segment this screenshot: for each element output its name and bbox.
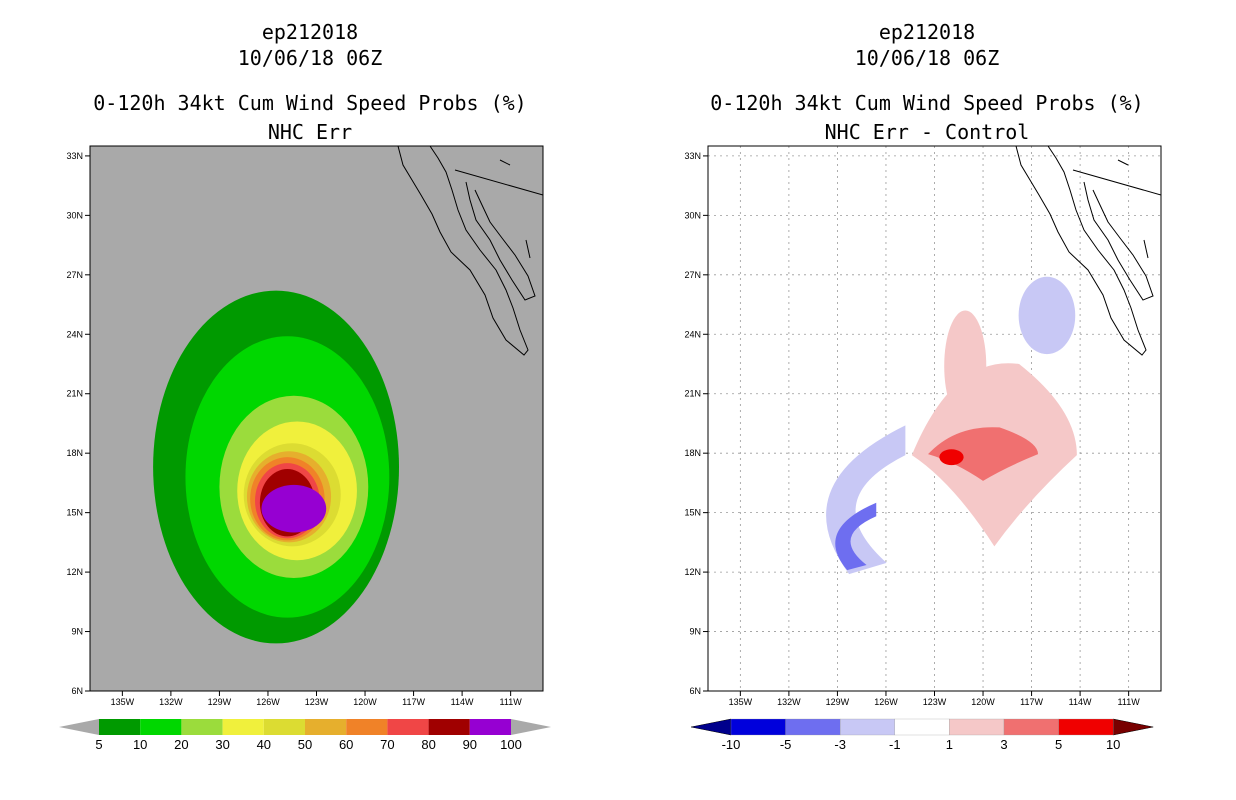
colorbar-label: 5 <box>95 737 102 752</box>
right-storm-id: ep212018 <box>878 20 976 44</box>
colorbar-over-triangle <box>511 719 551 735</box>
x-tick-label: 129W <box>208 697 232 707</box>
colorbar-label: 50 <box>298 737 312 752</box>
left-datetime: 10/06/18 06Z <box>237 46 383 70</box>
right-difference-map: 135W 132W 129W 126W 123W 120W 117W 114W 111W 6N 9N… <box>684 145 1162 752</box>
x-tick-label: 114W <box>1069 697 1092 707</box>
left-coastline <box>397 146 543 356</box>
y-tick-label: 33N <box>66 151 83 161</box>
colorbar-swatch <box>181 719 223 735</box>
x-tick-label: 120W <box>971 697 995 707</box>
colorbar-swatch <box>894 718 950 736</box>
x-tick-label: 132W <box>777 697 801 707</box>
right-coastline <box>1015 146 1161 356</box>
colorbar-label: 70 <box>380 737 394 752</box>
y-tick-label: 27N <box>684 270 701 280</box>
colorbar-swatch <box>222 719 264 735</box>
y-tick-label: 30N <box>66 210 83 220</box>
colorbar-label: 10 <box>1106 737 1120 752</box>
colorbar-label: 60 <box>339 737 353 752</box>
colorbar-label: -1 <box>889 737 901 752</box>
colorbar-swatch <box>730 718 786 736</box>
y-tick-label: 12N <box>66 567 83 577</box>
right-datetime: 10/06/18 06Z <box>854 46 1000 70</box>
colorbar-label: -3 <box>834 737 846 752</box>
y-tick-label: 33N <box>684 151 701 161</box>
x-tick-label: 117W <box>402 697 425 707</box>
colorbar-label: 90 <box>463 737 477 752</box>
colorbar-swatch <box>263 719 305 735</box>
y-tick-label: 24N <box>66 329 83 339</box>
colorbar-swatch <box>1003 718 1059 736</box>
colorbar-label: 1 <box>946 737 953 752</box>
y-tick-label: 21N <box>684 389 701 399</box>
left-probability-map: 135W 132W 129W 126W 123W 120W 117W 114W 111W 6N 9N… <box>59 145 551 752</box>
x-tick-label: 135W <box>729 697 753 707</box>
colorbar-label: 100 <box>500 737 522 752</box>
x-tick-label: 129W <box>826 697 850 707</box>
x-tick-label: 111W <box>1118 697 1141 707</box>
x-tick-label: 117W <box>1020 697 1043 707</box>
y-tick-label: 27N <box>66 270 83 280</box>
colorbar-label: 5 <box>1055 737 1062 752</box>
colorbar-swatch <box>99 719 141 735</box>
y-tick-label: 15N <box>66 508 83 518</box>
contour-1to3 <box>944 310 987 422</box>
contour--1to-3 <box>1018 276 1076 355</box>
x-tick-label: 123W <box>923 697 947 707</box>
y-tick-label: 21N <box>66 389 83 399</box>
x-tick-label: 111W <box>500 697 523 707</box>
colorbar-swatch <box>387 719 429 735</box>
y-tick-label: 6N <box>689 686 701 696</box>
colorbar-label: 80 <box>421 737 435 752</box>
left-title: 0-120h 34kt Cum Wind Speed Probs (%) <box>93 91 527 115</box>
colorbar-label: 10 <box>133 737 147 752</box>
colorbar-swatch <box>949 718 1005 736</box>
colorbar-label: -10 <box>722 737 741 752</box>
contour-5to10 <box>939 449 964 466</box>
x-tick-label: 120W <box>353 697 377 707</box>
y-tick-label: 18N <box>684 448 701 458</box>
colorbar-label: 20 <box>174 737 188 752</box>
colorbar-swatch <box>305 719 347 735</box>
x-tick-label: 132W <box>159 697 183 707</box>
colorbar-label: 3 <box>1000 737 1007 752</box>
right-title: 0-120h 34kt Cum Wind Speed Probs (%) <box>710 91 1144 115</box>
right-subtitle: NHC Err - Control <box>824 120 1030 144</box>
colorbar-swatch <box>840 718 895 736</box>
colorbar-swatch <box>346 719 388 735</box>
x-tick-label: 126W <box>874 697 898 707</box>
colorbar-label: 30 <box>215 737 229 752</box>
colorbar-swatch <box>1058 718 1114 736</box>
colorbar-swatch <box>785 718 841 736</box>
x-tick-label: 114W <box>451 697 474 707</box>
colorbar-label: -5 <box>780 737 792 752</box>
y-tick-label: 15N <box>684 508 701 518</box>
left-storm-id: ep212018 <box>261 20 359 44</box>
colorbar-swatch <box>469 719 511 735</box>
left-subtitle: NHC Err <box>267 120 353 144</box>
colorbar-swatch <box>140 719 182 735</box>
y-tick-label: 24N <box>684 329 701 339</box>
contour-90-100 <box>261 484 327 533</box>
x-tick-label: 135W <box>111 697 135 707</box>
colorbar-label: 40 <box>257 737 271 752</box>
y-tick-label: 9N <box>689 627 701 637</box>
colorbar-under-triangle <box>59 719 99 735</box>
x-tick-label: 126W <box>256 697 280 707</box>
x-tick-label: 123W <box>305 697 329 707</box>
y-tick-label: 12N <box>684 567 701 577</box>
y-tick-label: 30N <box>684 210 701 220</box>
colorbar-swatch <box>428 719 470 735</box>
contour--3to-5 <box>835 502 877 571</box>
y-tick-label: 9N <box>71 627 83 637</box>
colorbar-under-triangle <box>690 718 732 736</box>
y-tick-label: 18N <box>66 448 83 458</box>
colorbar-over-triangle <box>1112 718 1154 736</box>
contour-3to5 <box>928 427 1039 481</box>
y-tick-label: 6N <box>71 686 83 696</box>
